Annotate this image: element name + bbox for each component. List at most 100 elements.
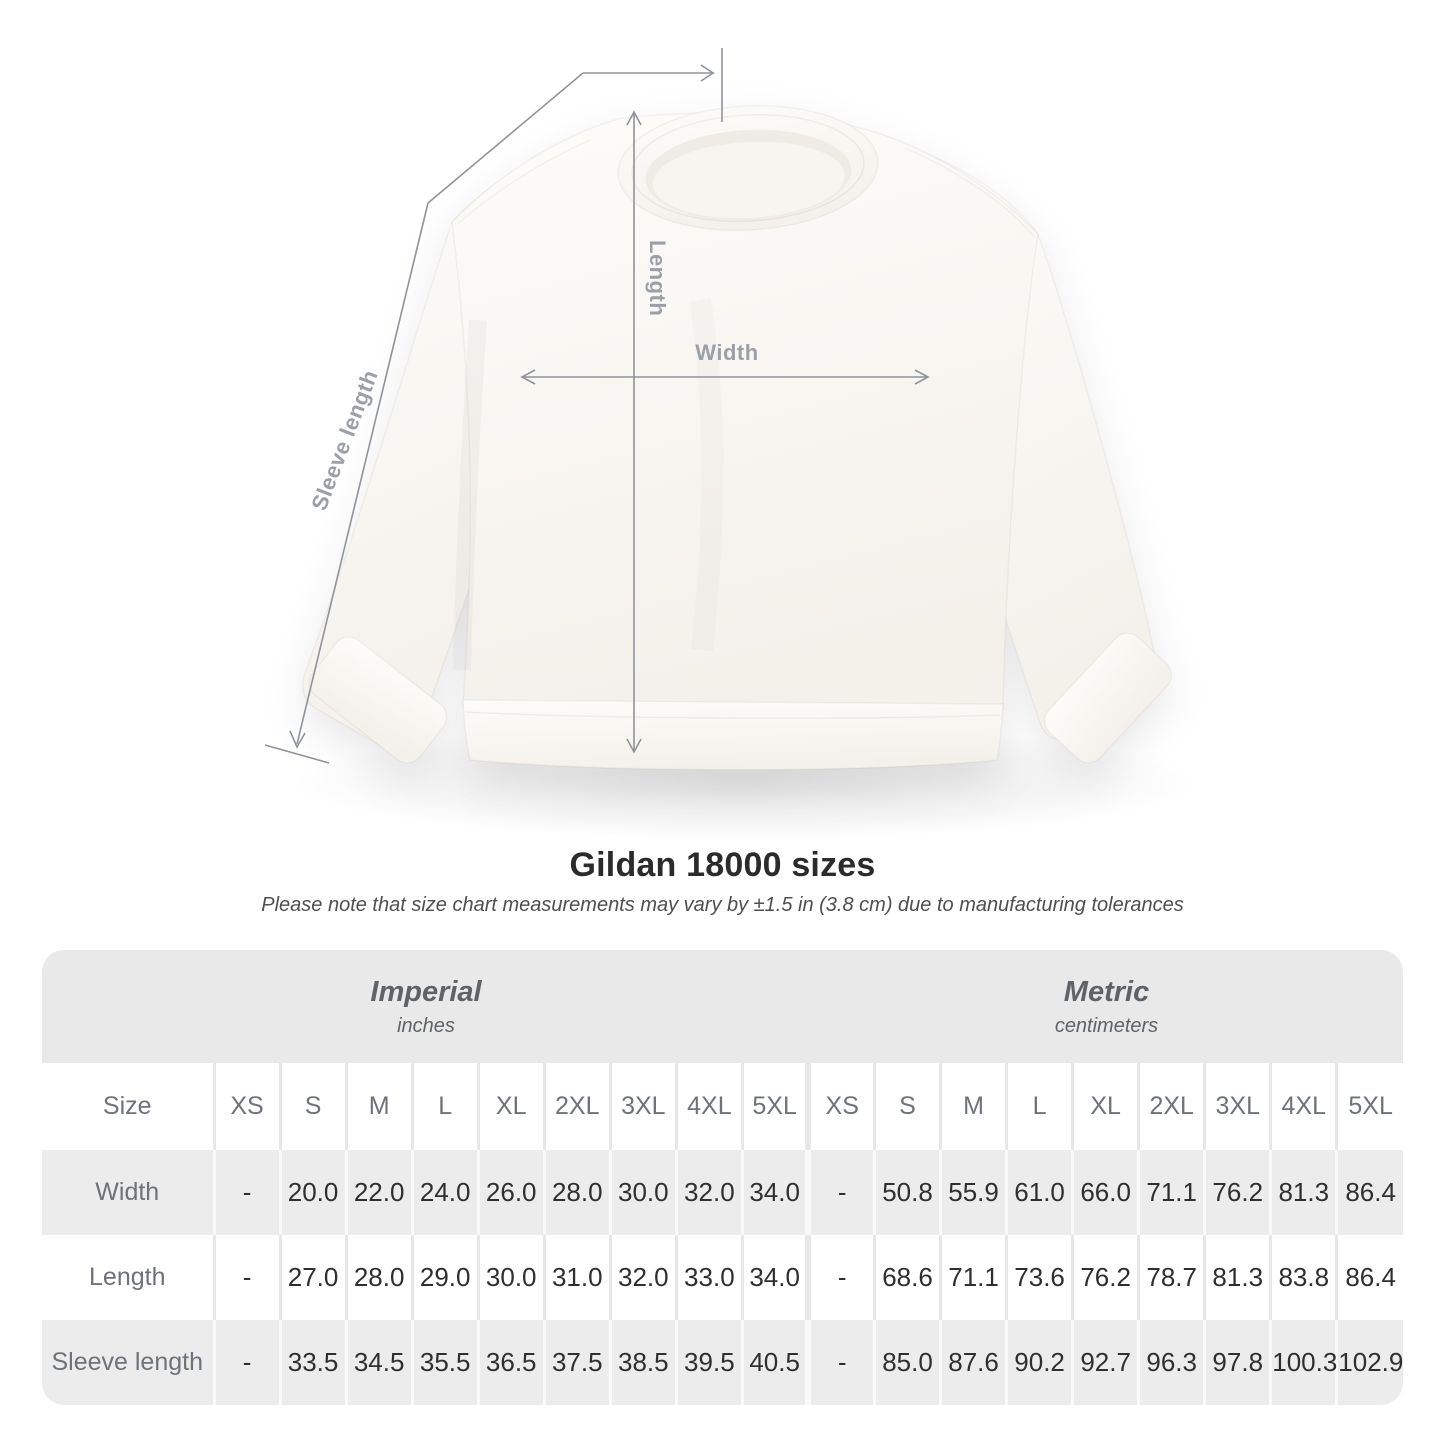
size-col-imperial-xs: XS: [212, 1063, 281, 1150]
value-cell: 20.0: [278, 1150, 347, 1235]
size-col-metric-l: L: [1005, 1063, 1073, 1150]
value-cell: 73.6: [1005, 1235, 1073, 1320]
width-arrow-left: [520, 369, 536, 385]
value-cell: 35.5: [410, 1320, 479, 1405]
row-label: Length: [42, 1235, 214, 1320]
value-cell: 29.0: [410, 1235, 479, 1320]
size-col-metric-3xl: 3XL: [1203, 1063, 1271, 1150]
imperial-unit: inches: [397, 1014, 455, 1037]
size-col-metric-m: M: [939, 1063, 1007, 1150]
value-cell: 83.8: [1269, 1235, 1337, 1320]
table-row: Width -20.0 22.0 24.0 26.0 28.0 30.0 32.0 34.0-5…: [42, 1150, 1403, 1235]
size-col-imperial-5xl: 5XL: [740, 1063, 809, 1150]
value-cell: 34.5: [344, 1320, 413, 1405]
value-cell: 68.6: [872, 1235, 941, 1320]
collar: [617, 104, 879, 232]
sweatshirt-graphic: [301, 104, 1173, 771]
table-row: Sleeve length -33.5 34.5 35.5 36.5 37.5 38.5 39…: [42, 1320, 1403, 1405]
value-cell: 34.0: [740, 1235, 809, 1320]
page-title: Gildan 18000 sizes: [569, 846, 876, 884]
value-cell: 33.5: [278, 1320, 347, 1405]
value-cell: 26.0: [476, 1150, 545, 1235]
unit-header-band: Imperial inches Metric centimeters: [42, 950, 1403, 1063]
value-cell: 78.7: [1137, 1235, 1205, 1320]
imperial-title: Imperial: [370, 975, 482, 1008]
value-cell: 30.0: [476, 1235, 545, 1320]
measurements-table: Size XS S M L XL 2XL 3XL 4XL 5XL XS S M L XL 2XL 3XL 4XL…: [42, 1063, 1403, 1405]
size-col-metric-s: S: [872, 1063, 941, 1150]
value-cell: 22.0: [344, 1150, 413, 1235]
value-cell: 86.4: [1335, 1235, 1403, 1320]
hem-seam: [465, 711, 1001, 719]
size-col-imperial-l: L: [410, 1063, 479, 1150]
value-cell: 97.8: [1203, 1320, 1271, 1405]
sleeve-upper-segment: [427, 72, 584, 204]
size-header-row: Size XS S M L XL 2XL 3XL 4XL 5XL XS S M L XL 2XL 3XL 4XL…: [42, 1063, 1403, 1150]
right-shoulder-seam: [904, 147, 1034, 237]
value-cell: 102.9: [1335, 1320, 1403, 1405]
sweatshirt-measurement-diagram: Length Width Sleeve length: [264, 48, 1200, 840]
value-cell: -: [805, 1150, 875, 1235]
value-cell: -: [212, 1235, 281, 1320]
length-arrow-top: [626, 110, 642, 126]
length-arrow-bottom: [626, 738, 642, 754]
value-cell: 71.1: [1137, 1150, 1205, 1235]
value-cell: 96.3: [1137, 1320, 1205, 1405]
value-cell: 32.0: [608, 1235, 677, 1320]
left-cuff: [308, 636, 448, 764]
value-cell: 76.2: [1203, 1150, 1271, 1235]
value-cell: -: [805, 1320, 875, 1405]
value-cell: 76.2: [1071, 1235, 1139, 1320]
size-table: Imperial inches Metric centimeters Size …: [42, 950, 1403, 1405]
top-arrowhead: [700, 64, 715, 82]
value-cell: -: [805, 1235, 875, 1320]
size-col-imperial-3xl: 3XL: [608, 1063, 677, 1150]
metric-header: Metric centimeters: [810, 950, 1403, 1063]
value-cell: 81.3: [1269, 1150, 1337, 1235]
value-cell: 38.5: [608, 1320, 677, 1405]
imperial-header: Imperial inches: [42, 950, 810, 1063]
value-cell: 28.0: [542, 1150, 611, 1235]
value-cell: -: [212, 1320, 281, 1405]
value-cell: 55.9: [939, 1150, 1007, 1235]
size-corner-label: Size: [42, 1063, 214, 1150]
tolerance-note: Please note that size chart measurements…: [261, 894, 1184, 916]
size-col-imperial-s: S: [278, 1063, 347, 1150]
value-cell: 40.5: [740, 1320, 809, 1405]
left-shoulder-seam: [457, 139, 591, 225]
size-col-metric-xl: XL: [1071, 1063, 1139, 1150]
value-cell: 87.6: [939, 1320, 1007, 1405]
value-cell: 37.5: [542, 1320, 611, 1405]
size-col-metric-xs: XS: [805, 1063, 875, 1150]
size-col-metric-5xl: 5XL: [1335, 1063, 1403, 1150]
value-cell: 66.0: [1071, 1150, 1139, 1235]
value-cell: 50.8: [872, 1150, 941, 1235]
value-cell: 71.1: [939, 1235, 1007, 1320]
value-cell: 81.3: [1203, 1235, 1271, 1320]
length-label: Length: [645, 240, 670, 316]
size-col-imperial-4xl: 4XL: [674, 1063, 743, 1150]
width-arrow-right: [914, 369, 930, 385]
value-cell: -: [212, 1150, 281, 1235]
value-cell: 61.0: [1005, 1150, 1073, 1235]
value-cell: 36.5: [476, 1320, 545, 1405]
value-cell: 90.2: [1005, 1320, 1073, 1405]
size-col-imperial-m: M: [344, 1063, 413, 1150]
value-cell: 30.0: [608, 1150, 677, 1235]
sleeve-end-tick: [264, 744, 330, 764]
size-col-metric-4xl: 4XL: [1269, 1063, 1337, 1150]
value-cell: 31.0: [542, 1235, 611, 1320]
metric-unit: centimeters: [1054, 1014, 1159, 1037]
value-cell: 28.0: [344, 1235, 413, 1320]
sleeve-measure-line: [296, 202, 429, 745]
row-label: Sleeve length: [42, 1320, 214, 1405]
value-cell: 85.0: [872, 1320, 941, 1405]
value-cell: 100.3: [1269, 1320, 1337, 1405]
value-cell: 86.4: [1335, 1150, 1403, 1235]
size-col-imperial-xl: XL: [476, 1063, 545, 1150]
size-col-imperial-2xl: 2XL: [542, 1063, 611, 1150]
value-cell: 27.0: [278, 1235, 347, 1320]
value-cell: 34.0: [740, 1150, 809, 1235]
sleeve-arrowhead: [289, 730, 306, 749]
